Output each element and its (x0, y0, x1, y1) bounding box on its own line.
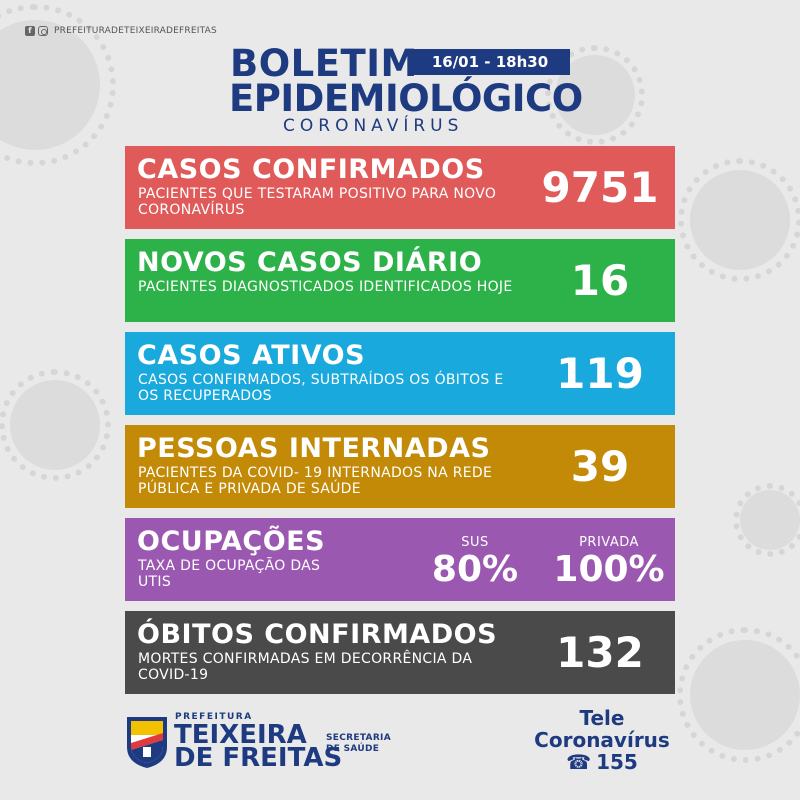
background-virus-decoration (676, 626, 800, 764)
social-bar: f PREFEITURADETEIXEIRADEFREITAS (25, 26, 217, 36)
card-description: MORTES CONFIRMADAS EM DECORRÊNCIA DA COV… (138, 651, 473, 683)
card-active-cases: CASOS ATIVOS CASOS CONFIRMADOS, SUBTRAÍD… (125, 332, 675, 415)
card-title: ÓBITOS CONFIRMADOS (137, 619, 498, 650)
background-virus-decoration (732, 482, 800, 558)
secretaria-line-2: DE SAÚDE (326, 744, 380, 754)
card-title: CASOS CONFIRMADOS (137, 154, 485, 185)
background-virus-decoration (0, 369, 111, 481)
card-new-daily-cases: NOVOS CASOS DIÁRIO PACIENTES DIAGNOSTICA… (125, 239, 675, 322)
title-line-1: BOLETIM (230, 42, 418, 85)
card-description: PACIENTES DIAGNOSTICADOS IDENTIFICADOS H… (138, 279, 513, 295)
facebook-icon: f (25, 26, 35, 36)
card-description: PACIENTES QUE TESTARAM POSITIVO PARA NOV… (138, 186, 497, 218)
social-handle: PREFEITURADETEIXEIRADEFREITAS (54, 26, 217, 36)
logo-line-2: DE FREITAS (174, 743, 343, 773)
logo-line-1: TEIXEIRA (174, 720, 307, 750)
tele-number: 155 (596, 750, 638, 774)
occupancy-private-value: 100% (553, 549, 665, 590)
tele-line-1: Tele (579, 706, 625, 730)
card-title: CASOS ATIVOS (137, 340, 366, 371)
card-hospitalized: PESSOAS INTERNADAS PACIENTES DA COVID- 1… (125, 425, 675, 508)
card-occupancy: OCUPAÇÕES TAXA DE OCUPAÇÃO DAS UTIs SUS … (125, 518, 675, 601)
secretaria-line-1: SECRETARIA (326, 733, 391, 743)
logo-prefix: PREFEITURA (175, 712, 253, 722)
card-value: 132 (556, 628, 644, 677)
occupancy-sus-value: 80% (431, 549, 519, 590)
card-description: PACIENTES DA COVID- 19 INTERNADOS NA RED… (138, 465, 493, 497)
card-title: NOVOS CASOS DIÁRIO (137, 247, 483, 278)
card-value: 9751 (541, 163, 659, 212)
background-virus-decoration (0, 4, 116, 166)
instagram-icon (38, 26, 48, 36)
card-deaths: ÓBITOS CONFIRMADOS MORTES CONFIRMADAS EM… (125, 611, 675, 694)
occupancy-private-label: PRIVADA (579, 535, 639, 550)
card-description: TAXA DE OCUPAÇÃO DAS UTIs (138, 558, 321, 590)
background-virus-decoration (545, 45, 645, 145)
secretaria-label: SECRETARIA DE SAÚDE (326, 733, 391, 755)
date-badge: 16/01 - 18h30 (410, 49, 570, 75)
tele-number-row: ☎ 155 (527, 751, 677, 773)
tele-coronavirus: Tele Coronavírus ☎ 155 (527, 707, 677, 773)
background-virus-decoration (678, 158, 800, 282)
card-value: 16 (570, 256, 630, 305)
card-value: 119 (556, 349, 644, 398)
phone-icon: ☎ (566, 750, 592, 774)
card-description: CASOS CONFIRMADOS, SUBTRAÍDOS OS ÓBITOS … (138, 372, 504, 404)
card-title: PESSOAS INTERNADAS (137, 433, 491, 464)
occupancy-sus: SUS 80% (420, 536, 530, 590)
tele-line-2: Coronavírus (534, 728, 670, 752)
subtitle: CORONAVÍRUS (283, 116, 464, 136)
card-value: 39 (570, 442, 630, 491)
city-shield-icon (127, 717, 167, 768)
title-line-2: EPIDEMIOLÓGICO (229, 77, 583, 120)
occupancy-private: PRIVADA 100% (545, 536, 673, 590)
card-confirmed-cases: CASOS CONFIRMADOS PACIENTES QUE TESTARAM… (125, 146, 675, 229)
card-title: OCUPAÇÕES (137, 526, 326, 557)
occupancy-sus-label: SUS (461, 535, 489, 550)
